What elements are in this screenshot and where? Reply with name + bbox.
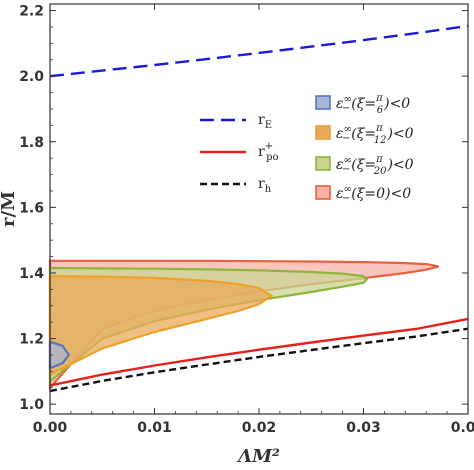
plot-frame (49, 3, 469, 415)
legend-box-1 (315, 125, 331, 140)
series-rpo-line (49, 317, 469, 387)
regions-layer (48, 259, 439, 391)
y-axis: 1.0 1.2 1.4 1.6 1.8 2.0 2.2 (19, 4, 468, 413)
y-axis-label: r/M (0, 191, 19, 227)
x-axis: 0.00 0.01 0.02 0.03 0.04 (33, 4, 474, 436)
legend-label-0: rE (258, 112, 272, 131)
x-tick-label: 0.00 (33, 420, 68, 436)
legend-box-label-2: ε∞ −(ξ=π 20)<0 (336, 154, 414, 177)
legend-box-label-3: ε∞ −(ξ=0)<0 (336, 184, 411, 204)
curves-layer (49, 24, 469, 393)
x-axis-label: ΛM² (236, 446, 280, 467)
legend-label-2: rh (258, 176, 272, 195)
legend-box-0 (315, 95, 331, 110)
legend-box-label-1: ε∞ −(ξ=π 12)<0 (336, 123, 414, 146)
region-2 (48, 275, 274, 377)
y-tick-label: 1.0 (19, 397, 44, 413)
series-re-line (49, 24, 469, 78)
y-tick-label: 1.6 (19, 200, 44, 216)
x-tick-label: 0.03 (346, 420, 381, 436)
y-tick-label: 2.2 (19, 4, 44, 20)
legend-box-label-0: ε∞ −(ξ=π 6)<0 (336, 93, 410, 116)
x-tick-label: 0.02 (242, 420, 277, 436)
series-rh-line (49, 327, 469, 393)
x-tick-label: 0.04 (451, 420, 474, 436)
y-tick-label: 2.0 (19, 69, 44, 85)
legend: rE r+ po rh ε∞ −(ξ=π 6)<0 ε∞ −(ξ=π 12)<0 ε∞ −(ξ=π 20… (200, 93, 414, 204)
y-tick-label: 1.2 (19, 332, 44, 348)
y-tick-label: 1.8 (19, 135, 44, 151)
y-tick-label: 1.4 (19, 266, 44, 282)
x-tick-label: 0.01 (137, 420, 172, 436)
legend-box-2 (315, 156, 331, 171)
legend-box-3 (315, 185, 331, 200)
legend-label-1: r+ po (258, 141, 279, 163)
